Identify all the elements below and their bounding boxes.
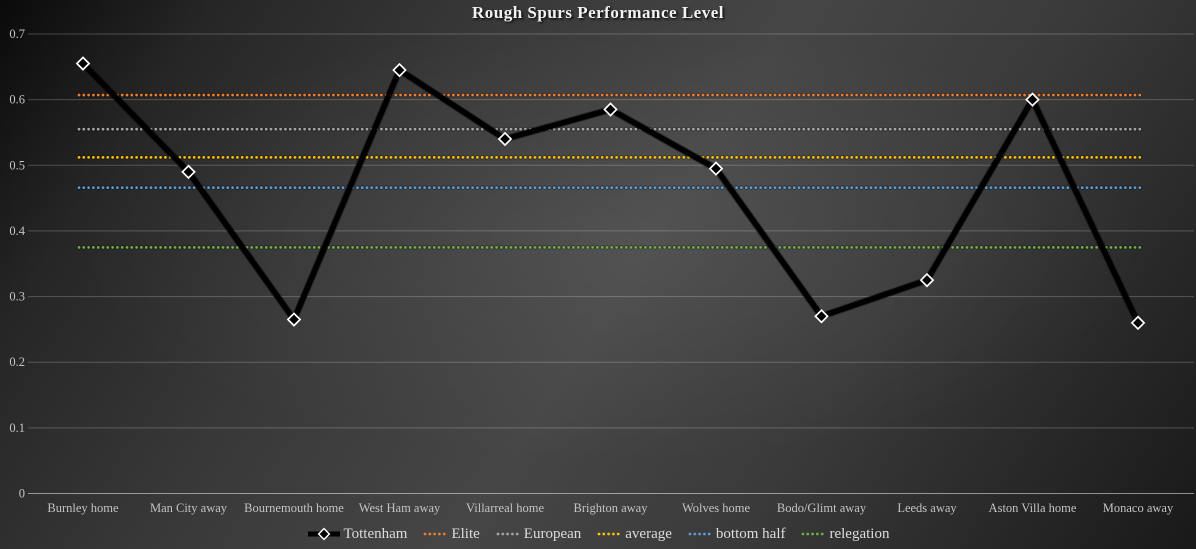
legend-marker-line-diamond: [307, 527, 340, 541]
legend-marker-dotted: [496, 532, 521, 536]
data-point-marker: [1025, 92, 1040, 107]
legend-label: relegation: [829, 525, 890, 542]
legend-item-relegation: relegation: [800, 526, 889, 543]
y-axis-label: 0.7: [9, 27, 25, 41]
legend-label: Tottenham: [343, 525, 408, 542]
x-axis-label: Bournemouth home: [244, 501, 344, 515]
data-point-marker: [75, 56, 91, 71]
legend-marker-dotted: [597, 532, 623, 536]
legend-marker-dotted: [424, 532, 449, 536]
data-point-marker: [181, 164, 196, 180]
x-axis-label: West Ham away: [359, 501, 441, 515]
legend-label: bottom half: [715, 525, 786, 542]
data-point-marker: [392, 62, 407, 78]
legend-item-bottom-half: bottom half: [687, 525, 786, 543]
legend-marker-dotted: [688, 532, 713, 536]
x-axis-label: Brighton away: [574, 501, 649, 515]
x-axis-label: Villarreal home: [466, 501, 544, 515]
legend-item-average: average: [596, 526, 672, 543]
chart-title: Rough Spurs Performance Level: [471, 3, 724, 22]
legend-label: average: [625, 525, 672, 542]
data-point-marker: [814, 308, 829, 324]
legend-label: Elite: [451, 525, 480, 542]
data-point-marker: [1130, 315, 1146, 331]
legend-item-european: European: [495, 526, 581, 543]
x-axis-label: Man City away: [150, 501, 228, 515]
x-axis-label: Aston Villa home: [989, 501, 1077, 515]
legend-label: European: [523, 525, 582, 542]
x-axis-label: Burnley home: [47, 501, 119, 515]
y-axis-label: 0.1: [9, 421, 25, 435]
y-axis-label: 0.4: [9, 224, 25, 238]
x-axis-label: Monaco away: [1103, 501, 1174, 515]
legend-item-tottenham: Tottenham: [307, 525, 408, 543]
y-axis-label: 0: [19, 487, 25, 501]
chart-legend: Tottenham Elite European average bottom half…: [0, 522, 1196, 546]
y-axis-label: 0.3: [9, 290, 25, 304]
data-point-marker: [603, 102, 618, 117]
x-axis-label: Wolves home: [682, 501, 751, 515]
data-point-marker: [497, 131, 513, 147]
data-point-marker: [919, 272, 935, 288]
data-point-marker: [286, 312, 302, 327]
y-axis-label: 0.2: [9, 355, 25, 369]
y-axis-label: 0.6: [9, 93, 25, 107]
legend-item-elite: Elite: [422, 525, 480, 543]
x-axis-label: Bodo/Glimt away: [777, 501, 867, 515]
data-point-marker: [708, 161, 724, 176]
legend-marker-dotted: [802, 532, 827, 536]
y-axis-label: 0.5: [9, 158, 25, 172]
x-axis-label: Leeds away: [897, 501, 957, 515]
